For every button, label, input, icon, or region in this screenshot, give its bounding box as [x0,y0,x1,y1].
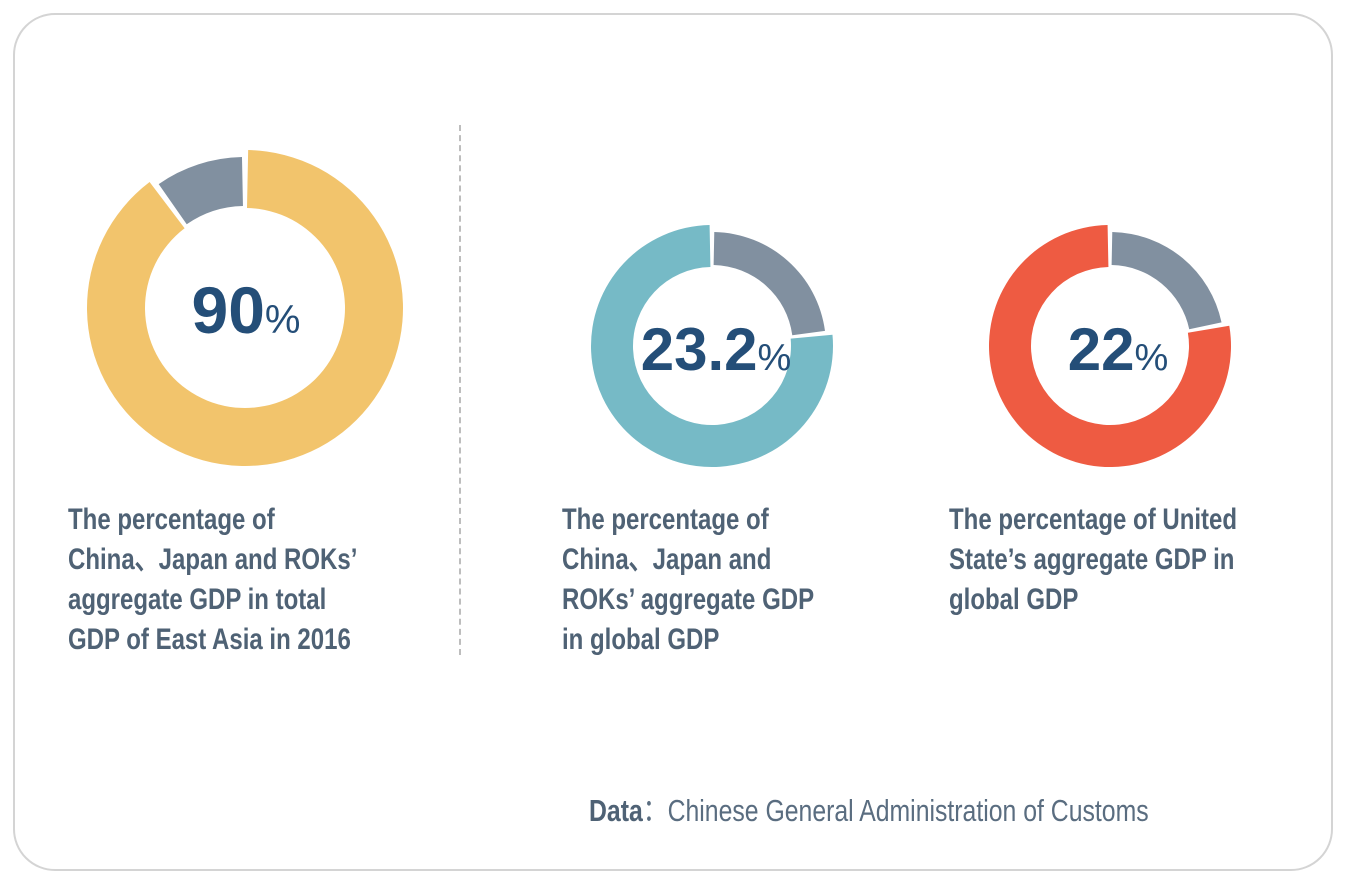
donut-slice-united-states [1111,232,1222,330]
donut-slice-china-japan-and-rok [86,150,403,466]
source-text: Chinese General Administration of Custom… [667,793,1149,828]
caption-line: State’s aggregate GDP in [949,543,1235,576]
caption-line: ROKs’ aggregate GDP [562,583,815,616]
donut-chart-us-global [988,225,1231,467]
caption-line: The percentage of United [949,503,1238,536]
caption-line: China、Japan and ROKs’ [68,543,358,576]
caption-cjk-global: The percentage of China、Japan and ROKs’ … [562,500,814,660]
donut-value-east-asia: 90% [192,273,301,347]
donut-slice-china-japan-and-rok [713,232,825,336]
caption-line: China、Japan and [562,543,772,576]
source-separator: ： [642,793,668,828]
caption-line: global GDP [949,583,1079,616]
caption-line: The percentage of [68,503,275,536]
donut-chart-east-asia [86,150,403,466]
caption-east-asia: The percentage of China、Japan and ROKs’ … [68,500,357,660]
caption-line: in global GDP [562,623,720,656]
donut-slice-rest-of-world [988,225,1231,467]
source-label: Data [589,793,643,828]
data-source: Data：Chinese General Administration of C… [589,785,1149,830]
donut-chart-cjk-global [590,225,833,468]
caption-line: GDP of East Asia in 2016 [68,623,351,656]
donut-slice-others [158,157,243,225]
caption-line: The percentage of [562,503,769,536]
dashed-divider [459,125,461,655]
donut-value-cjk-global: 23.2% [641,316,792,383]
caption-line: aggregate GDP in total [68,583,327,616]
caption-us-global: The percentage of United State’s aggrega… [949,500,1237,620]
donut-value-us-global: 22% [1068,316,1169,383]
donut-slice-rest-of-world [590,225,833,468]
card-frame [13,13,1333,871]
